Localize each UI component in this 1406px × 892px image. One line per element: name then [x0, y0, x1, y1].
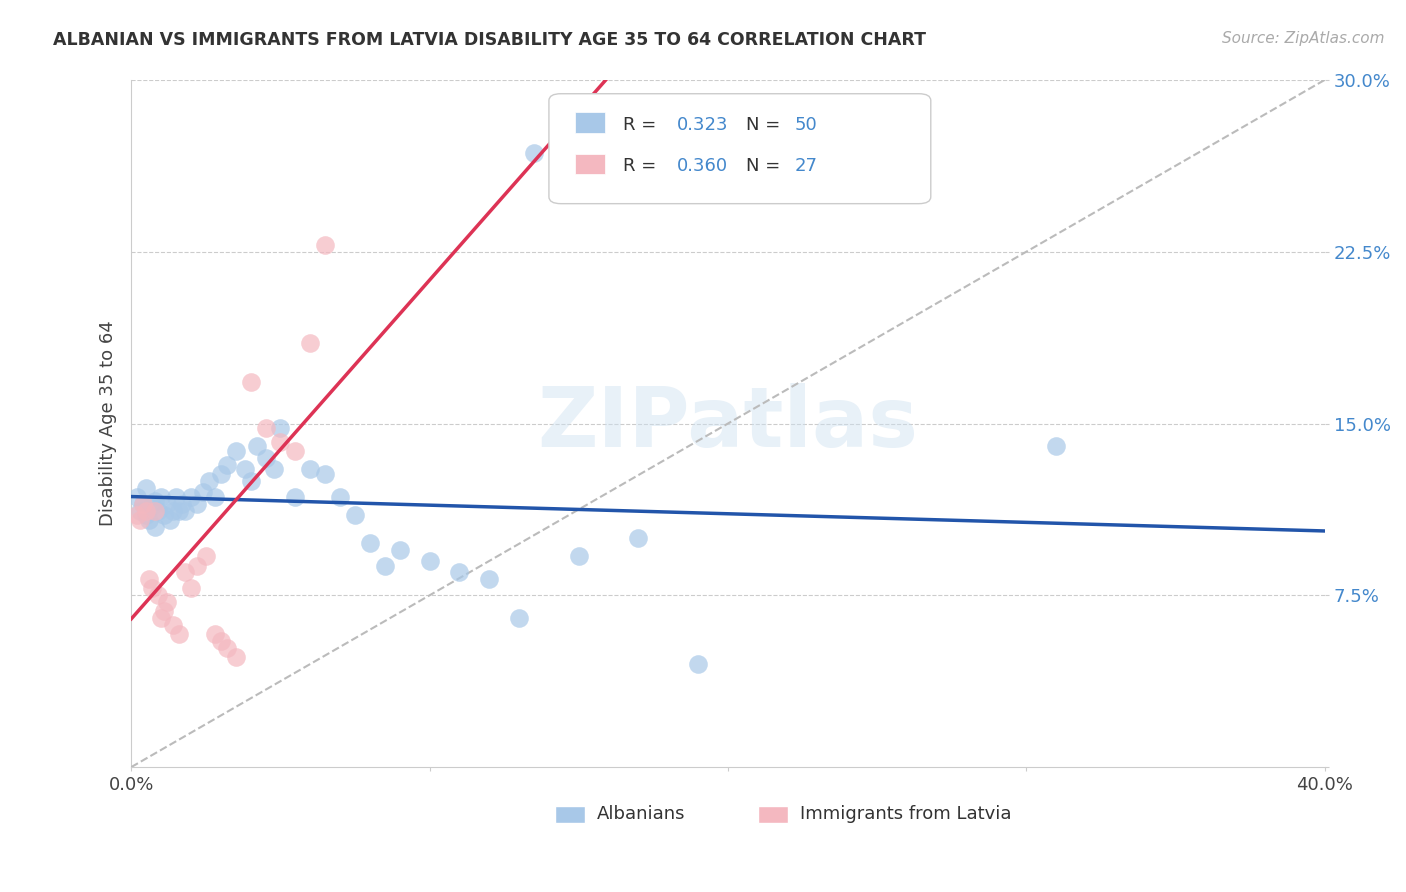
Point: [167, 503, 190, 517]
Point: [215, 458, 238, 472]
Point: [194, 549, 217, 564]
Point: [299, 336, 322, 351]
Point: [225, 650, 247, 665]
Bar: [575, 153, 605, 174]
Point: [150, 490, 173, 504]
Point: [314, 238, 336, 252]
Point: [143, 519, 166, 533]
Point: [141, 499, 163, 513]
FancyBboxPatch shape: [548, 94, 931, 203]
Point: [1045, 439, 1067, 453]
Point: [162, 618, 184, 632]
Bar: [575, 112, 605, 133]
Text: 0.360: 0.360: [676, 157, 728, 175]
Point: [138, 513, 160, 527]
Point: [186, 497, 208, 511]
Point: [209, 634, 232, 648]
Point: [138, 572, 160, 586]
Point: [150, 611, 173, 625]
Point: [141, 582, 163, 596]
Point: [127, 508, 149, 523]
Point: [180, 490, 202, 504]
Point: [156, 595, 179, 609]
Point: [156, 497, 179, 511]
Y-axis label: Disability Age 35 to 64: Disability Age 35 to 64: [100, 320, 117, 526]
Point: [143, 494, 166, 508]
Point: [153, 508, 176, 523]
Point: [198, 474, 221, 488]
Point: [186, 558, 208, 573]
Text: Albanians: Albanians: [596, 805, 685, 823]
Point: [269, 421, 291, 435]
Bar: [555, 806, 585, 823]
Text: N =: N =: [745, 116, 786, 134]
Text: Immigrants from Latvia: Immigrants from Latvia: [800, 805, 1011, 823]
Point: [143, 503, 166, 517]
Point: [191, 485, 214, 500]
Point: [568, 549, 591, 564]
Point: [174, 566, 197, 580]
Point: [254, 421, 277, 435]
Point: [449, 566, 471, 580]
Point: [343, 508, 366, 523]
Text: ZIPatlas: ZIPatlas: [537, 383, 918, 464]
Point: [388, 542, 411, 557]
Point: [165, 490, 187, 504]
Text: R =: R =: [623, 116, 662, 134]
Point: [359, 535, 381, 549]
Point: [419, 554, 441, 568]
Point: [374, 558, 396, 573]
Point: [146, 588, 169, 602]
Point: [269, 434, 291, 449]
Point: [132, 497, 155, 511]
Point: [508, 611, 530, 625]
Point: [132, 497, 155, 511]
Point: [135, 508, 157, 523]
Text: 0.323: 0.323: [676, 116, 728, 134]
Point: [162, 503, 184, 517]
Point: [153, 604, 176, 618]
Point: [127, 490, 149, 504]
Text: N =: N =: [745, 157, 786, 175]
Point: [284, 490, 307, 504]
Point: [329, 490, 352, 504]
Point: [233, 462, 256, 476]
Text: R =: R =: [623, 157, 662, 175]
Point: [239, 376, 262, 390]
Point: [239, 474, 262, 488]
Point: [209, 467, 232, 481]
Point: [688, 657, 710, 671]
Point: [263, 462, 285, 476]
Point: [254, 450, 277, 465]
Text: 27: 27: [794, 157, 818, 175]
Point: [146, 503, 169, 517]
Text: ALBANIAN VS IMMIGRANTS FROM LATVIA DISABILITY AGE 35 TO 64 CORRELATION CHART: ALBANIAN VS IMMIGRANTS FROM LATVIA DISAB…: [53, 31, 927, 49]
Point: [174, 503, 197, 517]
Point: [523, 146, 546, 161]
Point: [478, 572, 501, 586]
Point: [180, 582, 202, 596]
Point: [204, 627, 226, 641]
Bar: [758, 806, 787, 823]
Point: [167, 627, 190, 641]
Point: [299, 462, 322, 476]
Point: [627, 531, 650, 545]
Point: [135, 503, 157, 517]
Text: 50: 50: [794, 116, 817, 134]
Point: [215, 640, 238, 655]
Point: [170, 497, 193, 511]
Text: Source: ZipAtlas.com: Source: ZipAtlas.com: [1222, 31, 1385, 46]
Point: [245, 439, 267, 453]
Point: [135, 481, 157, 495]
Point: [129, 503, 152, 517]
Point: [284, 444, 307, 458]
Point: [204, 490, 226, 504]
Point: [225, 444, 247, 458]
Point: [129, 513, 152, 527]
Point: [314, 467, 336, 481]
Point: [159, 513, 181, 527]
